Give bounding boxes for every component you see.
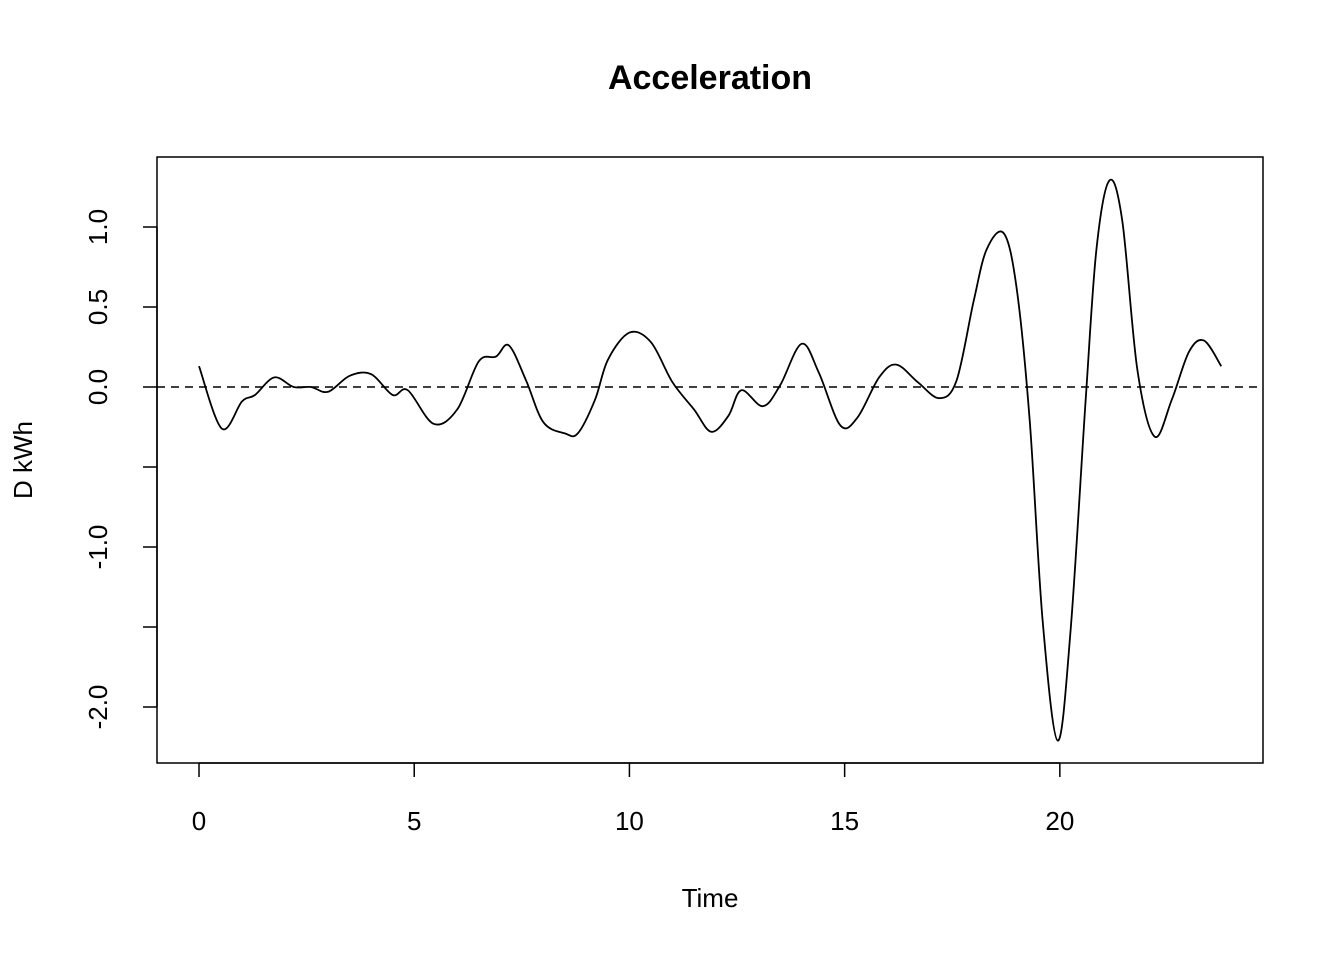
y-tick-label: -1.0 bbox=[83, 525, 113, 570]
x-tick-label: 15 bbox=[830, 806, 859, 836]
x-tick-label: 0 bbox=[192, 806, 206, 836]
y-axis-label: D kWh bbox=[8, 421, 38, 499]
data-line bbox=[198, 178, 1223, 742]
x-axis-label: Time bbox=[682, 883, 739, 913]
x-tick-label: 20 bbox=[1045, 806, 1074, 836]
x-tick-label: 5 bbox=[407, 806, 421, 836]
x-tick-label: 10 bbox=[615, 806, 644, 836]
y-tick-label: 0.5 bbox=[83, 289, 113, 325]
chart-title: Acceleration bbox=[608, 59, 812, 97]
y-tick-label: 0.0 bbox=[83, 369, 113, 405]
y-tick-label: 1.0 bbox=[83, 209, 113, 245]
y-tick-label: -2.0 bbox=[83, 685, 113, 730]
